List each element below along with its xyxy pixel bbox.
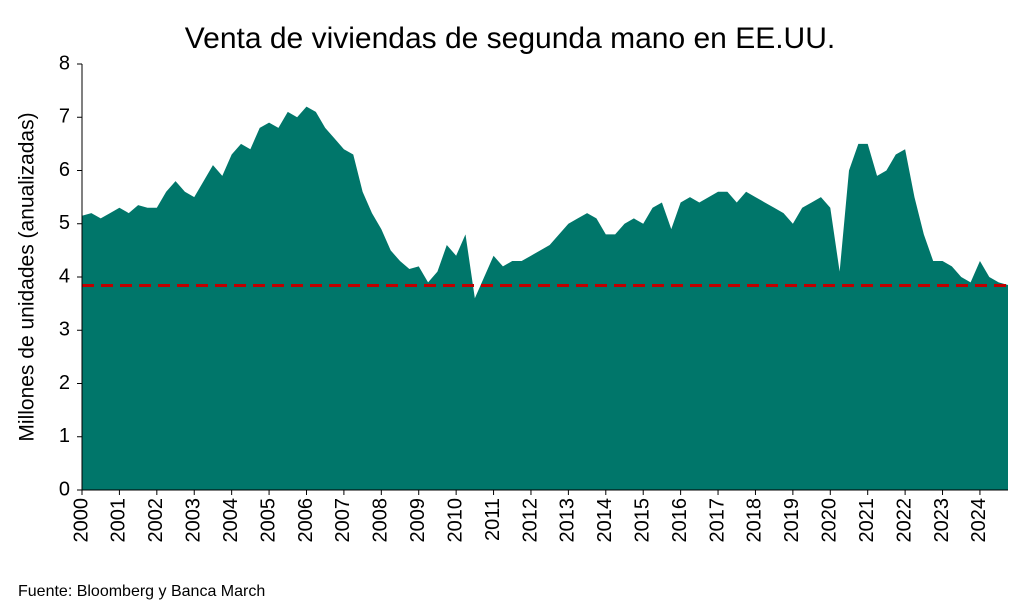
y-tick-label: 7 xyxy=(59,106,70,128)
x-tick-label: 2003 xyxy=(183,498,205,543)
x-tick-label: 2020 xyxy=(819,498,841,543)
x-tick-label: 2024 xyxy=(968,498,990,543)
x-tick-label: 2007 xyxy=(332,498,354,543)
x-tick-label: 2004 xyxy=(220,498,242,543)
y-tick-label: 5 xyxy=(59,212,70,234)
x-tick-label: 2011 xyxy=(482,498,504,541)
y-tick-label: 0 xyxy=(59,478,70,500)
x-tick-label: 2021 xyxy=(856,498,878,543)
x-tick-label: 2000 xyxy=(70,498,92,543)
x-tick-label: 2017 xyxy=(706,498,728,543)
x-tick-label: 2016 xyxy=(669,498,691,543)
x-tick-label: 2001 xyxy=(108,498,130,543)
y-tick-label: 4 xyxy=(59,265,70,287)
x-tick-label: 2005 xyxy=(257,498,279,543)
chart-title: Venta de viviendas de segunda mano en EE… xyxy=(185,22,835,55)
x-tick-label: 2018 xyxy=(744,498,766,543)
y-tick-label: 1 xyxy=(59,425,70,447)
x-tick-label: 2014 xyxy=(594,498,616,543)
x-tick-label: 2023 xyxy=(931,498,953,543)
area xyxy=(82,106,1008,490)
x-tick-label: 2019 xyxy=(781,498,803,543)
x-tick-label: 2022 xyxy=(893,498,915,543)
y-tick-label: 2 xyxy=(59,372,70,394)
y-tick-label: 6 xyxy=(59,159,70,181)
x-tick-label: 2010 xyxy=(444,498,466,543)
x-tick-label: 2006 xyxy=(295,498,317,543)
x-tick-label: 2008 xyxy=(370,498,392,543)
x-tick-label: 2012 xyxy=(519,498,541,543)
x-tick-label: 2013 xyxy=(557,498,579,543)
x-tick-label: 2015 xyxy=(631,498,653,543)
y-axis-label: Millones de unidades (anualizadas) xyxy=(16,112,39,441)
x-tick-label: 2009 xyxy=(407,498,429,543)
x-tick-label: 2002 xyxy=(145,498,167,543)
y-tick-label: 3 xyxy=(59,319,70,341)
source-note: Fuente: Bloomberg y Banca March xyxy=(18,583,265,600)
y-tick-label: 8 xyxy=(59,52,70,74)
